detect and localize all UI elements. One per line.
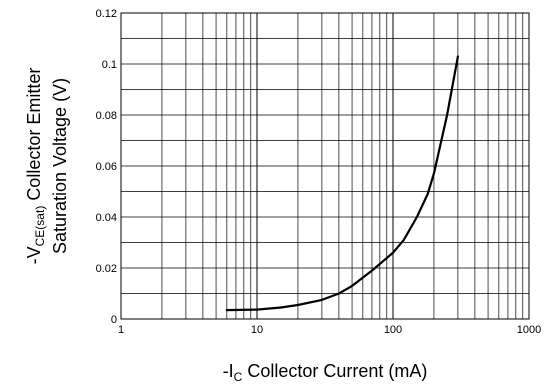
x-tick-label: 1000: [517, 324, 541, 336]
x-tick-label: 1: [118, 324, 124, 336]
y-tick-label: 0.04: [96, 212, 117, 224]
x-axis-title: -IC Collector Current (mA): [223, 361, 428, 384]
y-tick-label: 0.06: [96, 161, 117, 173]
tick-labels: 1 10 100 1000 0 0.02 0.04 0.06 0.08 0.1 0.12: [96, 8, 542, 336]
grid: [121, 13, 529, 319]
plot-area-frame: [120, 12, 530, 320]
x-tick-label: 10: [251, 324, 263, 336]
x-tick-label: 100: [384, 324, 402, 336]
y-tick-label: 0.1: [102, 59, 117, 71]
y-axis-title-line-2: Saturation Voltage (V): [50, 78, 70, 254]
y-tick-label: 0.12: [96, 8, 117, 20]
y-tick-label: 0.02: [96, 263, 117, 275]
y-tick-label: 0: [111, 314, 117, 326]
y-axis-title-line-1: -VCE(sat) Collector Emitter: [24, 68, 47, 265]
series-line: [225, 55, 459, 312]
y-tick-label: 0.08: [96, 110, 117, 122]
